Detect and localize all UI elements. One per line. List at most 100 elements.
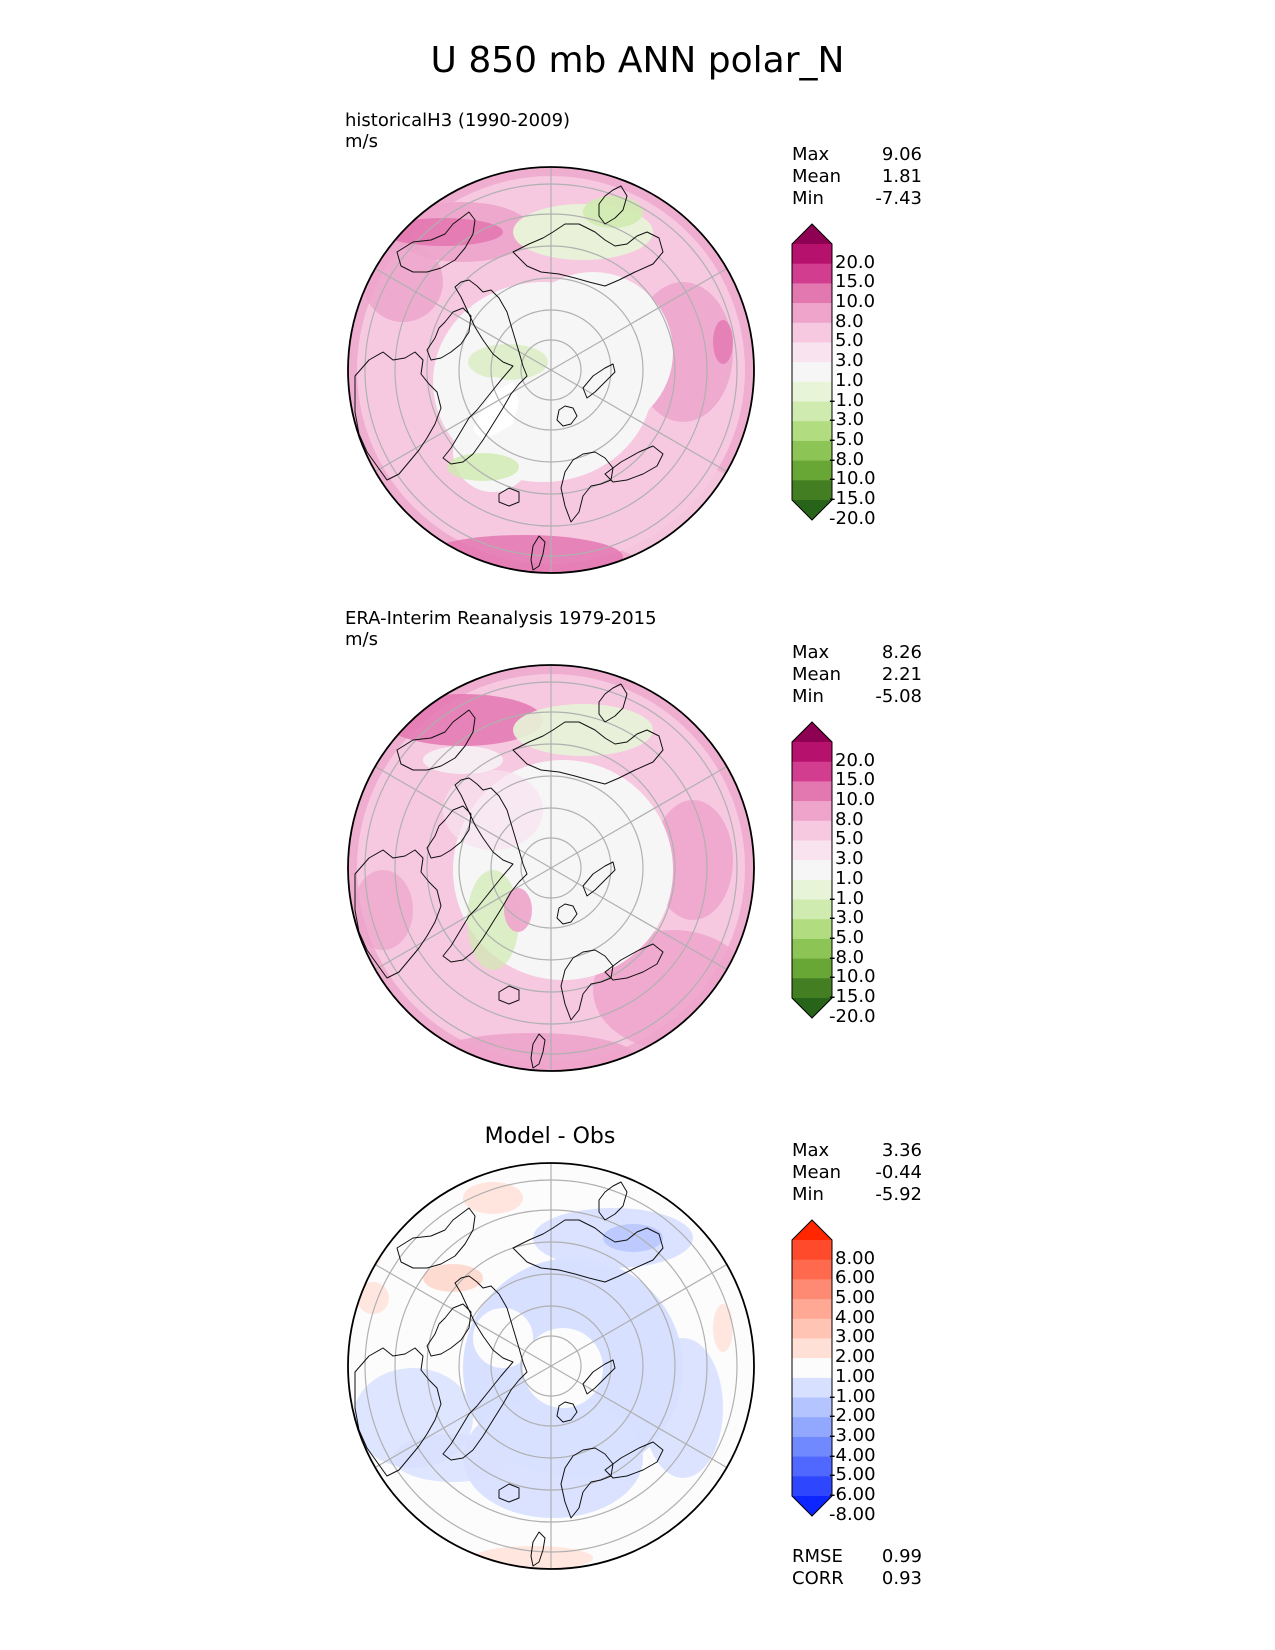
colorbar-extend-min <box>792 500 832 520</box>
colorbar-segment <box>792 244 832 265</box>
meridian-line <box>576 765 728 854</box>
stat-max: Max 3.36 <box>792 1140 922 1161</box>
coastline-alaska <box>396 1207 476 1269</box>
colorbar-obs <box>791 721 833 1019</box>
colorbar-segment <box>792 362 832 383</box>
stats-model: Max 9.06 Mean 1.81 Min -7.43 <box>792 144 922 210</box>
map-contour-region <box>468 344 548 380</box>
colorbar-tick-label: 8.0 <box>835 310 864 332</box>
stat-min: Min -7.43 <box>792 188 922 209</box>
colorbar-tick-label: -5.00 <box>829 1464 876 1486</box>
polar-map-obs <box>347 664 755 1072</box>
panel-obs: ERA-Interim Reanalysis 1979-2015 m/s Max… <box>0 608 1275 1098</box>
figure-title: U 850 mb ANN polar_N <box>430 40 845 81</box>
colorbar-tick-label: 10.0 <box>835 291 876 313</box>
colorbar-tick-label: -2.00 <box>829 1405 876 1427</box>
colorbar-extend-min <box>792 1496 832 1516</box>
colorbar-tick-label: -1.0 <box>829 887 865 909</box>
colorbar-tick-label: -10.0 <box>829 966 876 988</box>
colorbar-segment <box>792 1338 832 1359</box>
colorbar-tick-label: -5.0 <box>829 428 865 450</box>
colorbar-tick-label: -8.0 <box>829 946 865 968</box>
colorbar-tick-label: -20.0 <box>829 1005 876 1027</box>
stat-min: Min -5.92 <box>792 1184 922 1205</box>
colorbar-segment <box>792 1318 832 1340</box>
colorbar-diff <box>791 1219 833 1517</box>
map-graticule <box>364 665 738 1071</box>
coastline-archipelago <box>426 805 472 859</box>
colorbar-segment <box>792 742 832 763</box>
map-field <box>348 167 754 573</box>
colorbar-tick-label: -20.0 <box>829 507 876 529</box>
coastline-novaya <box>582 861 616 897</box>
colorbar-tick-label: 20.0 <box>835 251 876 273</box>
map-field <box>348 665 754 1071</box>
coastline-northAmerica <box>354 1347 442 1477</box>
colorbar-segment <box>792 480 832 501</box>
colorbar-tick-label: 20.0 <box>835 749 876 771</box>
colorbar-segment <box>792 1397 832 1418</box>
stat-max: Max 8.26 <box>792 642 922 663</box>
colorbar-tick-label: -1.0 <box>829 389 865 411</box>
meridian-line <box>576 1380 728 1469</box>
colorbar-segment <box>792 263 832 284</box>
colorbar-tick-label: -3.0 <box>829 907 865 929</box>
coastline-iceland <box>498 487 520 507</box>
coastline-greenland <box>442 777 528 963</box>
colorbar-segment <box>792 381 832 403</box>
colorbar-tick-label: 10.0 <box>835 789 876 811</box>
coastline-iceland <box>498 1483 520 1503</box>
colorbar-segment <box>792 958 832 979</box>
map-contour-region <box>353 870 413 950</box>
map-contour-region <box>713 320 733 364</box>
coastline-scandinavia <box>560 1447 614 1519</box>
coastline-alaska <box>396 709 476 771</box>
colorbar-tick-label: 5.0 <box>835 828 864 850</box>
map-contour-region <box>348 1246 381 1270</box>
colorbar-tick-label: 2.00 <box>835 1346 876 1368</box>
map-contour-region <box>643 1338 723 1478</box>
meridian-line <box>524 354 552 371</box>
colorbar-segment <box>792 421 832 442</box>
map-contour-region <box>383 218 503 246</box>
colorbar-tick-label: -8.0 <box>829 448 865 470</box>
colorbar-segment <box>792 1240 832 1261</box>
meridian-line <box>374 384 526 473</box>
colorbar-segment <box>792 1377 832 1399</box>
meridian-line <box>524 1350 552 1367</box>
colorbar-segment <box>792 1456 832 1477</box>
meridian-line <box>576 1263 728 1352</box>
map-contour-region <box>463 1182 523 1214</box>
colorbar-tick-label: 1.0 <box>835 369 864 391</box>
colorbar-segment <box>792 1279 832 1300</box>
colorbar-tick-label: -10.0 <box>829 468 876 490</box>
polar-map-diff <box>347 1162 755 1570</box>
colorbar-segment <box>792 322 832 344</box>
colorbar-tick-label: -3.0 <box>829 409 865 431</box>
meridian-line <box>524 867 552 884</box>
map-contour-region <box>603 1224 663 1252</box>
colorbar-segment <box>792 342 832 363</box>
colorbar-tick-label: -4.00 <box>829 1444 876 1466</box>
map-contour-region <box>713 1304 733 1352</box>
meridian-line <box>550 369 578 386</box>
colorbar-outline <box>791 721 833 1019</box>
meridian-line <box>550 1365 578 1382</box>
colorbar-tick-label: 5.00 <box>835 1287 876 1309</box>
meridian-line <box>524 852 552 869</box>
colorbar-tick-label: -15.0 <box>829 488 876 509</box>
coastline-svalbard <box>556 405 578 427</box>
stats-diff: Max 3.36 Mean -0.44 Min -5.92 <box>792 1140 922 1206</box>
coastline-britain <box>530 1531 546 1567</box>
colorbar-segment <box>792 283 832 304</box>
panel-model-dataset: historicalH3 (1990-2009) <box>345 110 571 131</box>
colorbar-outline <box>791 223 833 521</box>
colorbar-segment <box>792 1417 832 1438</box>
map-contour-region <box>423 1264 483 1292</box>
panel-obs-units: m/s <box>345 629 378 650</box>
map-contour-region <box>583 196 643 228</box>
map-contour-region <box>473 382 519 440</box>
coastline-iceland <box>498 985 520 1005</box>
colorbar-segments <box>792 224 832 520</box>
colorbar-tick-label: 4.00 <box>835 1306 876 1328</box>
